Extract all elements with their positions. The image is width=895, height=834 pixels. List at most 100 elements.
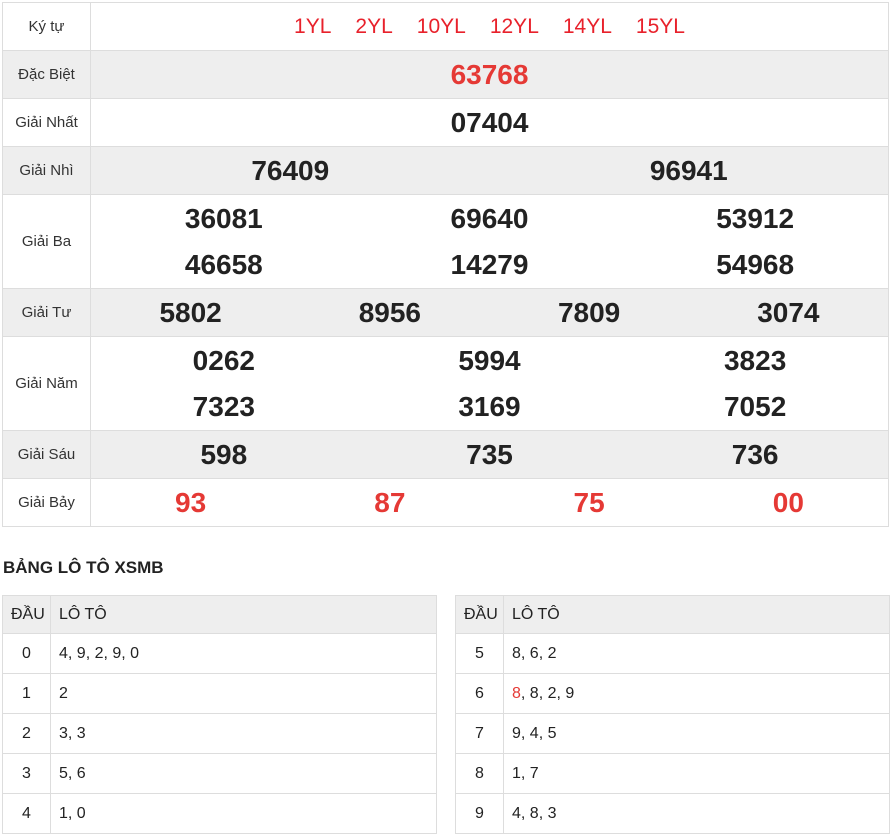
prize-number: 598 — [200, 438, 248, 470]
prize-numbers: 0262 5994 3823 7323 3169 7052 — [91, 338, 888, 430]
prize-number: 63768 — [450, 58, 529, 90]
loto-cell: 8, 6, 2 — [503, 633, 890, 674]
row-label: Giải Sáu — [2, 430, 91, 479]
loto-values: 1, 7 — [512, 764, 539, 782]
dau-cell: 1 — [2, 673, 51, 714]
prize-number: 735 — [466, 438, 513, 470]
loto-values: 4, 8, 3 — [512, 804, 557, 822]
loto-highlight: 8 — [512, 684, 521, 702]
prize-number: 93 — [175, 486, 207, 518]
loto-row: 4 1, 0 — [2, 793, 437, 834]
loto-row: 2 3, 3 — [2, 713, 437, 754]
row-label: Giải Nhất — [2, 98, 91, 147]
loto-table-right: ĐẦU LÔ TÔ 5 8, 6, 2 6 8, 8, 2, 9 7 9, 4, 5 8 1, 7… — [455, 595, 890, 834]
dau-cell: 2 — [2, 713, 51, 754]
prize-number: 3074 — [757, 296, 820, 328]
loto-header: LÔ TÔ — [50, 595, 437, 634]
prize-number: 5994 — [458, 344, 521, 376]
symbol: 12YL — [489, 14, 539, 38]
prize-number: 736 — [731, 438, 779, 470]
prize-numbers: 598 735 736 — [91, 432, 888, 478]
row-label: Giải Ba — [2, 194, 91, 289]
prize-numbers: 07404 — [91, 100, 888, 146]
loto-values: 3, 3 — [59, 724, 86, 742]
prize-number: 3169 — [458, 390, 521, 422]
prize-number: 87 — [374, 486, 406, 518]
prize-row: Giải Tư 5802 8956 7809 3074 — [2, 288, 889, 337]
prize-numbers: 36081 69640 53912 46658 14279 54968 — [91, 196, 888, 288]
dau-cell: 8 — [455, 753, 504, 794]
row-label: Đặc Biệt — [2, 50, 91, 99]
dau-cell: 0 — [2, 633, 51, 674]
prize-row: Giải Nhì 76409 96941 — [2, 146, 889, 195]
prize-number: 07404 — [450, 106, 529, 138]
prize-row: Giải Bảy 93 87 75 00 — [2, 478, 889, 527]
loto-table-left: ĐẦU LÔ TÔ 0 4, 9, 2, 9, 0 1 2 2 3, 3 3 5, 6 4 1, 0 — [2, 595, 437, 834]
loto-values: 8, 6, 2 — [512, 644, 557, 662]
symbol: 14YL — [562, 14, 612, 38]
symbol: 15YL — [635, 14, 685, 38]
loto-values: 4, 9, 2, 9, 0 — [59, 644, 140, 662]
loto-header-row: ĐẦU LÔ TÔ — [2, 595, 437, 634]
symbol: 10YL — [416, 14, 466, 38]
symbol: 2YL — [355, 14, 393, 38]
prize-number: 00 — [772, 486, 804, 518]
dau-header: ĐẦU — [2, 595, 51, 634]
row-label: Giải Năm — [2, 336, 91, 431]
loto-cell: 2 — [50, 673, 437, 714]
prize-numbers: 93 87 75 00 — [91, 480, 888, 526]
loto-cell: 4, 9, 2, 9, 0 — [50, 633, 437, 674]
symbols: 1YL 2YL 10YL 12YL 14YL 15YL — [91, 15, 888, 39]
loto-values: 9, 4, 5 — [512, 724, 557, 742]
prize-number: 8956 — [358, 296, 422, 328]
prize-number: 53912 — [716, 202, 795, 234]
dau-cell: 9 — [455, 793, 504, 834]
dau-cell: 6 — [455, 673, 504, 714]
prize-row: Giải Năm 0262 5994 3823 7323 3169 7052 — [2, 336, 889, 431]
symbols-row: Ký tự 1YL 2YL 10YL 12YL 14YL 15YL — [2, 2, 889, 51]
prize-number: 7052 — [723, 390, 787, 422]
loto-cell: 9, 4, 5 — [503, 713, 890, 754]
loto-title: BẢNG LÔ TÔ XSMB — [3, 558, 164, 577]
prize-number: 76409 — [251, 154, 330, 186]
loto-row: 5 8, 6, 2 — [455, 633, 890, 674]
row-label: Giải Tư — [2, 288, 91, 337]
loto-cell: 5, 6 — [50, 753, 437, 794]
loto-row: 0 4, 9, 2, 9, 0 — [2, 633, 437, 674]
prize-number: 5802 — [159, 296, 222, 328]
prize-numbers: 5802 8956 7809 3074 — [91, 290, 888, 336]
loto-row: 7 9, 4, 5 — [455, 713, 890, 754]
prize-number: 0262 — [192, 344, 255, 376]
dau-header: ĐẦU — [455, 595, 504, 634]
loto-values: , 8, 2, 9 — [520, 684, 575, 702]
dau-cell: 7 — [455, 713, 504, 754]
loto-cell: 1, 7 — [503, 753, 890, 794]
loto-cell: 8, 8, 2, 9 — [503, 673, 890, 714]
symbol: 1YL — [294, 14, 332, 38]
prize-row: Đặc Biệt 63768 — [2, 50, 889, 99]
prize-number: 75 — [573, 486, 605, 518]
loto-values: 2 — [59, 684, 68, 702]
prize-number: 54968 — [716, 248, 795, 280]
loto-cell: 4, 8, 3 — [503, 793, 890, 834]
loto-values: 5, 6 — [59, 764, 86, 782]
loto-header: LÔ TÔ — [503, 595, 890, 634]
prize-number: 7323 — [192, 390, 255, 422]
prize-numbers: 76409 96941 — [91, 148, 888, 194]
prize-number: 36081 — [184, 202, 263, 234]
prize-row: Giải Ba 36081 69640 53912 46658 14279 54968 — [2, 194, 889, 289]
row-label: Ký tự — [2, 2, 91, 51]
prize-number: 69640 — [450, 202, 529, 234]
row-label: Giải Bảy — [2, 478, 91, 527]
prize-number: 46658 — [184, 248, 263, 280]
dau-cell: 3 — [2, 753, 51, 794]
prize-number: 3823 — [723, 344, 787, 376]
prize-number: 96941 — [649, 154, 728, 186]
row-label: Giải Nhì — [2, 146, 91, 195]
dau-cell: 5 — [455, 633, 504, 674]
results-table: Ký tự 1YL 2YL 10YL 12YL 14YL 15YL Đặc Bi… — [2, 2, 889, 527]
prize-number: 7809 — [557, 296, 621, 328]
loto-cell: 1, 0 — [50, 793, 437, 834]
prize-number: 14279 — [450, 248, 529, 280]
